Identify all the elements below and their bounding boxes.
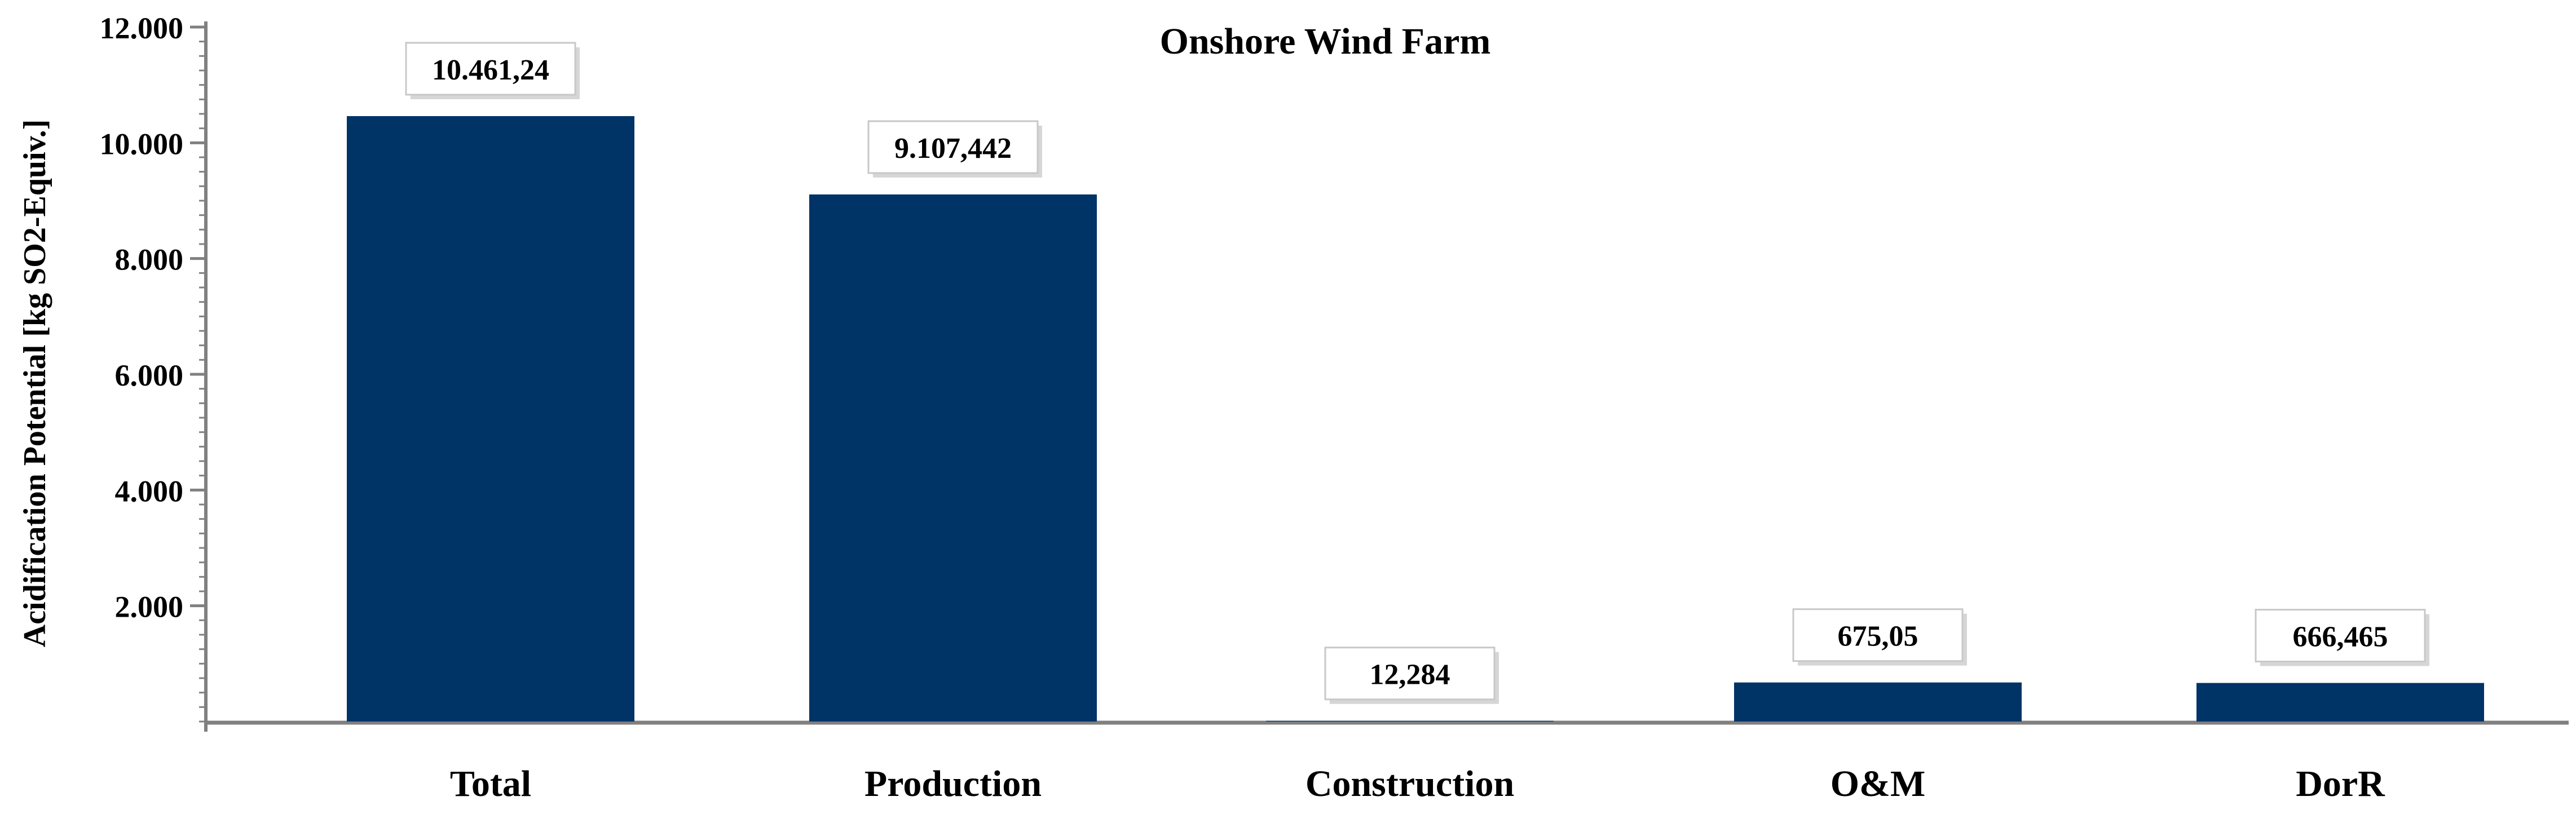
x-tick-label: DorR [2296,763,2385,804]
x-tick-label: Total [450,763,531,804]
data-label-box [1792,608,1964,662]
y-tick-label: 6.000 [115,359,184,392]
x-tick-label: O&M [1830,763,1926,804]
plot-area: 2.000 4.000 6.000 8.000 10.000 12.000 10.461,2… [100,11,2569,804]
bar [1266,720,1554,722]
y-axis-label: Acidification Potential [kg SO2-Equiv.] [17,120,52,648]
y-tick-label: 10.000 [100,127,184,161]
chart-title: Onshore Wind Farm [1160,21,1491,62]
data-label: 12,284 [1370,659,1450,691]
x-tick-label: Construction [1305,763,1514,804]
data-label-box [1324,647,1496,701]
data-label-box [2255,609,2426,663]
y-tick-label: 4.000 [115,474,184,508]
y-tick-label: 12.000 [100,11,184,45]
bar [809,194,1097,722]
y-tick-label: 2.000 [115,590,184,624]
data-label-box [405,42,576,96]
data-label: 666,465 [2293,621,2388,653]
data-label-box [867,120,1039,174]
data-label: 10.461,24 [432,54,549,86]
bar [347,116,634,722]
x-tick-label: Production [864,763,1042,804]
bar [1734,682,2022,722]
bar [2196,683,2484,722]
y-tick-label: 8.000 [115,243,184,277]
data-label: 675,05 [1838,621,1918,653]
data-label: 9.107,442 [894,132,1012,165]
